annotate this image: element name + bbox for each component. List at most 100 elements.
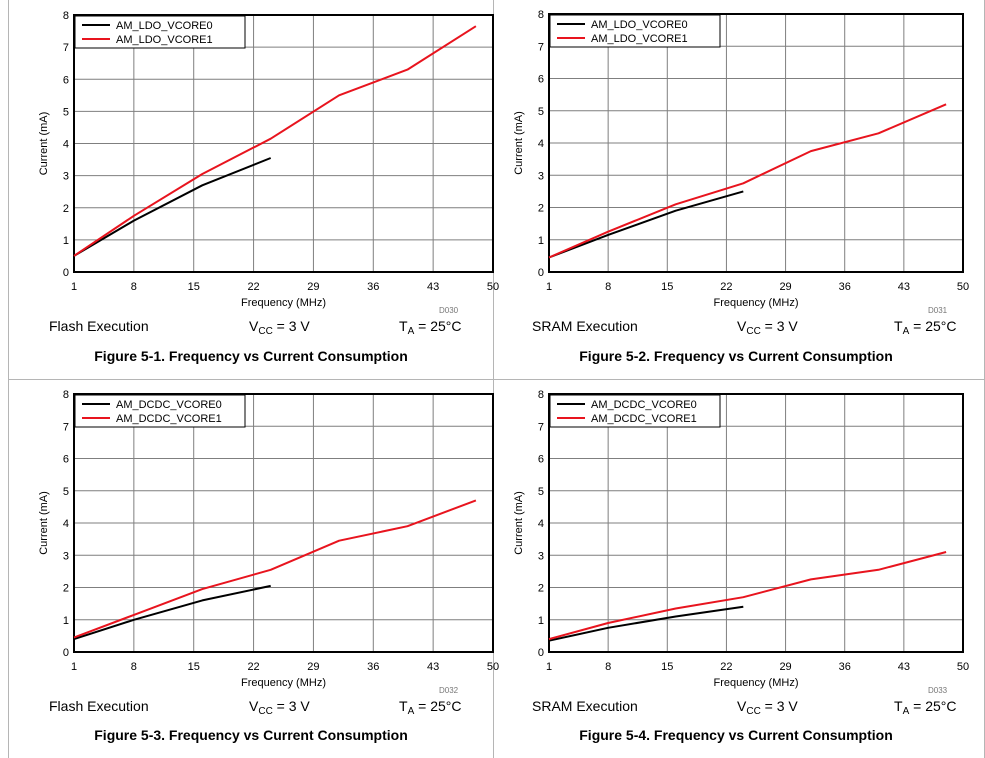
- y-tick-label: 4: [63, 518, 69, 530]
- x-tick-label: 22: [720, 661, 732, 673]
- ta-value: = 25°C: [414, 698, 462, 714]
- vcc-condition: VCC = 3 V: [737, 318, 798, 337]
- y-tick-label: 3: [538, 170, 544, 182]
- y-axis-label: Current (mA): [38, 491, 50, 555]
- legend: AM_LDO_VCORE0 AM_LDO_VCORE1: [549, 14, 721, 48]
- execution-label: Flash Execution: [49, 318, 149, 334]
- ta-prefix: T: [894, 698, 903, 714]
- y-tick-label: 0: [538, 647, 544, 659]
- legend: AM_DCDC_VCORE0 AM_DCDC_VCORE1: [74, 394, 246, 428]
- x-axis-label: Frequency (MHz): [241, 677, 326, 689]
- series-line-am-dcdc-vcore0: [548, 605, 744, 642]
- y-tick-label: 5: [63, 486, 69, 498]
- y-axis-label: Current (mA): [513, 491, 525, 555]
- y-tick-label: 8: [63, 10, 69, 22]
- ta-prefix: T: [894, 318, 903, 334]
- legend-box: [549, 394, 721, 428]
- ta-prefix: T: [399, 698, 408, 714]
- execution-label: SRAM Execution: [532, 318, 638, 334]
- figure-panel-5-1: 0 1 2 3 4 5 6 7 8 1 8 15 22 29 36 43 50 Frequency (MHz) Cu…: [9, 0, 499, 378]
- y-tick-label: 8: [538, 389, 544, 401]
- y-tick-label: 7: [63, 421, 69, 433]
- legend-label: AM_LDO_VCORE0: [591, 19, 688, 31]
- legend-label: AM_DCDC_VCORE1: [591, 413, 697, 425]
- y-tick-label: 7: [63, 42, 69, 54]
- ta-value: = 25°C: [909, 698, 957, 714]
- x-tick-label: 50: [957, 281, 969, 293]
- y-tick-label: 1: [63, 235, 69, 247]
- x-tick-label: 50: [487, 661, 499, 673]
- x-tick-label: 15: [661, 281, 673, 293]
- x-tick-label: 15: [188, 281, 200, 293]
- vcc-sub: CC: [746, 706, 761, 717]
- x-tick-label: 36: [839, 661, 851, 673]
- x-tick-label: 50: [957, 661, 969, 673]
- figure-code: D031: [928, 306, 948, 315]
- plot-frame: [73, 14, 494, 273]
- x-tick-label: 43: [427, 281, 439, 293]
- plot-frame: [73, 393, 494, 653]
- x-tick-label: 29: [779, 281, 791, 293]
- y-tick-label: 4: [538, 138, 544, 150]
- figure-code: D033: [928, 686, 948, 695]
- legend-label: AM_DCDC_VCORE0: [116, 399, 222, 411]
- y-tick-label: 3: [63, 550, 69, 562]
- x-tick-label: 43: [427, 661, 439, 673]
- legend-box: [74, 15, 246, 49]
- x-tick-label: 29: [307, 661, 319, 673]
- figure-code: D032: [439, 686, 459, 695]
- ta-sub: A: [902, 706, 910, 717]
- legend-label: AM_DCDC_VCORE0: [591, 399, 697, 411]
- series-line-am-ldo-vcore0: [548, 190, 744, 259]
- vcc-prefix: V: [737, 698, 747, 714]
- y-tick-label: 4: [538, 518, 544, 530]
- plot-frame: [548, 13, 964, 273]
- horizontal-divider: [8, 379, 985, 380]
- x-tick-label: 1: [71, 661, 77, 673]
- ta-sub: A: [902, 326, 910, 337]
- series-line-am-ldo-vcore1: [548, 103, 947, 259]
- y-axis-label: Current (mA): [38, 112, 50, 176]
- series-line-am-ldo-vcore1: [73, 25, 477, 257]
- x-tick-label: 43: [898, 281, 910, 293]
- series-line-am-dcdc-vcore1: [548, 551, 947, 641]
- x-tick-label: 43: [898, 661, 910, 673]
- y-tick-label: 2: [63, 583, 69, 595]
- vcc-prefix: V: [737, 318, 747, 334]
- ta-value: = 25°C: [414, 318, 462, 334]
- x-tick-label: 22: [247, 281, 259, 293]
- figure-code: D030: [439, 306, 459, 315]
- x-tick-label: 8: [131, 281, 137, 293]
- series-line-am-dcdc-vcore1: [73, 499, 477, 639]
- ta-sub: A: [407, 706, 415, 717]
- x-axis-label: Frequency (MHz): [714, 677, 799, 689]
- x-tick-label: 36: [367, 661, 379, 673]
- legend-box: [549, 14, 721, 48]
- y-tick-label: 7: [538, 41, 544, 53]
- ta-sub: A: [407, 326, 415, 337]
- x-tick-label: 29: [779, 661, 791, 673]
- ta-condition: TA = 25°C: [399, 698, 461, 717]
- y-tick-label: 5: [63, 106, 69, 118]
- y-tick-label: 6: [63, 74, 69, 86]
- vcc-condition: VCC = 3 V: [737, 698, 798, 717]
- ta-condition: TA = 25°C: [399, 318, 461, 337]
- ta-prefix: T: [399, 318, 408, 334]
- x-tick-label: 8: [605, 661, 611, 673]
- y-tick-label: 3: [538, 550, 544, 562]
- legend: AM_DCDC_VCORE0 AM_DCDC_VCORE1: [549, 394, 721, 428]
- series-line-am-dcdc-vcore0: [73, 584, 271, 641]
- x-axis-label: Frequency (MHz): [241, 297, 326, 309]
- x-tick-label: 36: [367, 281, 379, 293]
- ta-value: = 25°C: [909, 318, 957, 334]
- x-tick-label: 22: [720, 281, 732, 293]
- y-axis-label: Current (mA): [513, 111, 525, 175]
- y-tick-label: 6: [538, 74, 544, 86]
- y-tick-label: 8: [63, 389, 69, 401]
- legend-label: AM_LDO_VCORE1: [116, 34, 213, 46]
- x-tick-label: 1: [546, 661, 552, 673]
